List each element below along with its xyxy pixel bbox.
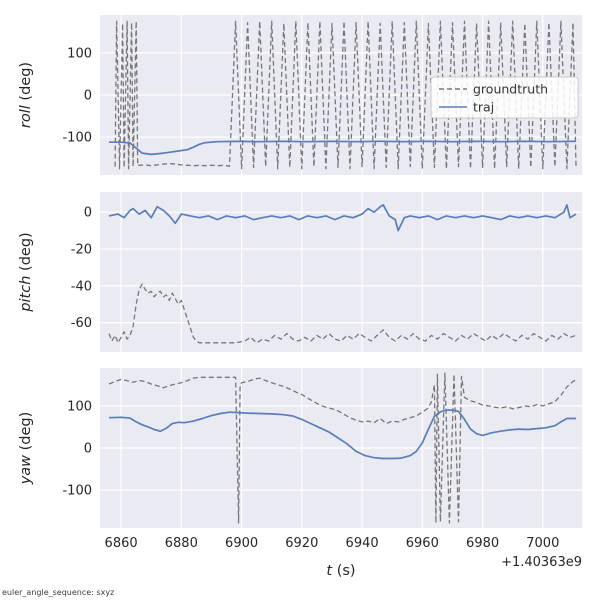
yaw-ytick-label: -100 <box>62 484 92 499</box>
pitch-ytick-label: -40 <box>71 279 92 294</box>
footer-note: euler_angle_sequence: sxyz <box>2 588 115 597</box>
yaw-groundtruth-line <box>108 372 577 524</box>
xtick-label: 6920 <box>285 536 318 551</box>
yaw-ytick-label: 100 <box>67 399 92 414</box>
legend: groundtruth traj <box>430 76 579 119</box>
pitch-y-axis-label: pitch (deg) <box>18 232 34 312</box>
yaw-ytick-label: 0 <box>84 442 92 457</box>
xtick-label: 6980 <box>466 536 499 551</box>
xtick-label: 6960 <box>406 536 439 551</box>
xtick-label: 6860 <box>105 536 138 551</box>
pitch-groundtruth-line <box>108 283 577 344</box>
xtick-label: 6900 <box>225 536 258 551</box>
xtick-label: 6880 <box>165 536 198 551</box>
legend-traj-label: traj <box>473 100 494 115</box>
legend-box <box>430 76 579 119</box>
pitch-ytick-label: -60 <box>71 316 92 331</box>
yaw-y-axis-label: yaw (deg) <box>18 412 34 486</box>
roll-ytick-label: -100 <box>62 131 92 146</box>
pitch-traj-line <box>108 204 577 232</box>
roll-groundtruth-line <box>114 20 577 170</box>
pitch-ytick-label: 0 <box>84 206 92 221</box>
xtick-label: 6940 <box>346 536 379 551</box>
roll-traj-line <box>109 140 577 156</box>
yaw-traj-line <box>108 409 576 460</box>
xtick-label: 7000 <box>526 536 559 551</box>
pitch-ytick-label: -20 <box>71 243 92 258</box>
x-offset-text: +1.40363e9 <box>501 555 582 570</box>
roll-ytick-label: 0 <box>84 89 92 104</box>
legend-groundtruth-label: groundtruth <box>473 82 548 97</box>
roll-y-axis-label: roll (deg) <box>18 62 34 128</box>
yaw-subplot: -100 0 100 yaw (deg) <box>18 368 582 528</box>
pitch-subplot: 0 -20 -40 -60 pitch (deg) <box>18 192 582 352</box>
x-axis-label: t (s) <box>326 563 355 579</box>
roll-ytick-label: 100 <box>67 46 92 61</box>
